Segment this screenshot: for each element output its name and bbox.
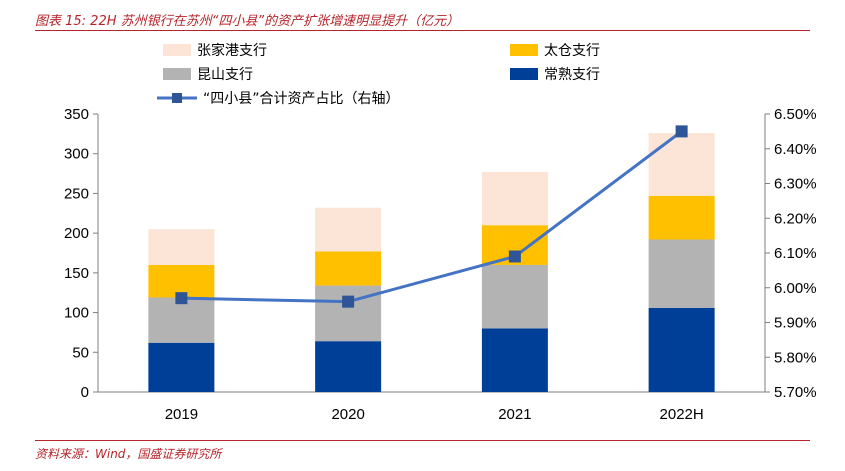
legend-swatch xyxy=(510,68,538,80)
line-point xyxy=(175,292,188,305)
y-left-tick-label: 250 xyxy=(64,185,89,202)
y-left-tick-label: 350 xyxy=(64,106,89,123)
figure-footer: 资料来源：Wind，国盛证券研究所 xyxy=(35,440,810,465)
source-note: 资料来源：Wind，国盛证券研究所 xyxy=(35,447,222,461)
bar-segment xyxy=(148,342,215,392)
y-right-tick-label: 6.10% xyxy=(774,245,817,262)
line-point xyxy=(675,125,688,138)
line-point xyxy=(342,295,355,308)
figure-title: 图表 15: 22H 苏州银行在苏州“四小县”的资产扩张增速明显提升（亿元） xyxy=(35,14,460,29)
y-right-tick-label: 6.50% xyxy=(774,106,817,123)
x-tick-label: 2021 xyxy=(498,406,531,423)
bar-segment xyxy=(648,195,715,240)
bar-segment xyxy=(315,207,382,252)
figure-header: 图表 15: 22H 苏州银行在苏州“四小县”的资产扩张增速明显提升（亿元） xyxy=(35,8,810,31)
x-tick-label: 2020 xyxy=(331,406,364,423)
bar-segment xyxy=(148,229,215,265)
bar-segment xyxy=(648,133,715,196)
legend-label: 太仓支行 xyxy=(544,43,600,59)
y-right-tick-label: 5.80% xyxy=(774,349,817,366)
chart: 0 50 100 150 200 250 300 350 5.70% 5.80% 5.90% 6.00… xyxy=(64,42,817,423)
legend-label: “四小县”合计资产占比（右轴） xyxy=(203,91,400,107)
y-right-tick-label: 5.90% xyxy=(774,315,817,332)
y-left-tick-label: 100 xyxy=(64,305,89,322)
y-left-tick-label: 300 xyxy=(64,146,89,163)
x-tick-label: 2019 xyxy=(165,406,198,423)
y-right-tick-label: 6.40% xyxy=(774,141,817,158)
bar-segment xyxy=(481,328,548,392)
legend-swatch xyxy=(163,68,191,80)
y-left-tick-label: 150 xyxy=(64,265,89,282)
bar-segment xyxy=(315,251,382,286)
bar-segment xyxy=(481,264,548,329)
bar-segment xyxy=(648,307,715,392)
bar-segment xyxy=(648,239,715,308)
legend-swatch xyxy=(163,44,191,56)
y-left-tick-label: 0 xyxy=(81,384,89,401)
legend-swatch xyxy=(510,44,538,56)
bar-segment xyxy=(148,264,215,298)
legend-marker xyxy=(172,93,182,103)
series-line xyxy=(181,130,683,304)
x-tick-label: 2022H xyxy=(660,406,704,423)
bar-segment xyxy=(315,341,382,392)
bar-segment xyxy=(481,171,548,226)
y-left-tick-label: 50 xyxy=(72,344,89,361)
y-left-tick-label: 200 xyxy=(64,225,89,242)
y-right-tick-label: 6.30% xyxy=(774,176,817,193)
bar-segment xyxy=(148,297,215,343)
y-right-tick-label: 6.20% xyxy=(774,210,817,227)
y-right-tick-label: 6.00% xyxy=(774,280,817,297)
legend-label: 张家港支行 xyxy=(197,42,267,59)
line-point xyxy=(508,250,521,263)
y-right-tick-label: 5.70% xyxy=(774,384,817,401)
legend-label: 常熟支行 xyxy=(544,67,600,83)
legend-label: 昆山支行 xyxy=(197,67,253,83)
